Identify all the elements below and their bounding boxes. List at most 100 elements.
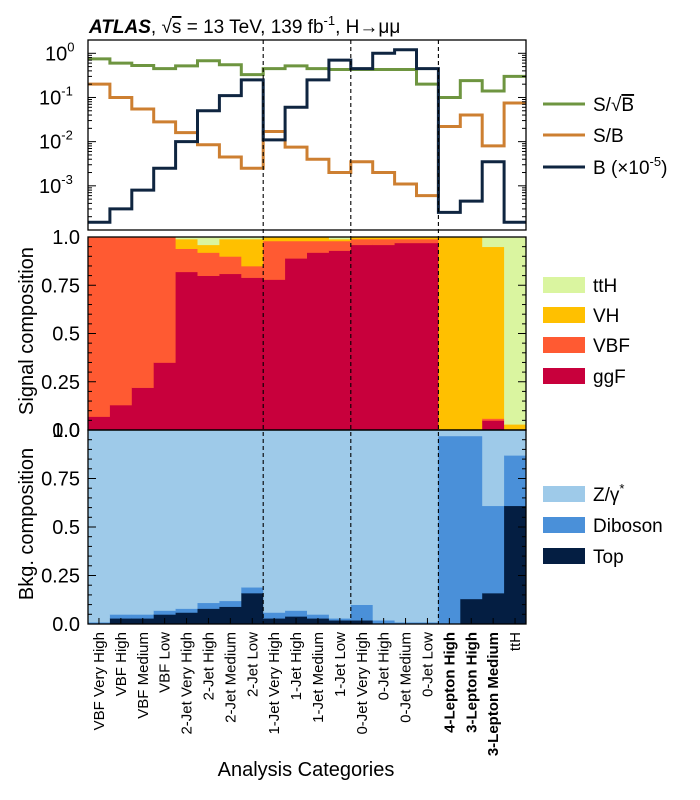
bkg-bar-z-3-lepton-medium xyxy=(482,430,505,507)
category-label-4-lepton-high: 4-Lepton High xyxy=(441,632,458,733)
bkg-bar-top-tth xyxy=(504,505,527,625)
bkg-bar-z-2-jet-low xyxy=(241,430,264,588)
signal-bar-vh-3-lepton-medium xyxy=(482,246,505,419)
signal-bar-ggf-1-jet-very-high xyxy=(263,279,286,431)
bkg-bar-diboson-1-jet-very-high xyxy=(263,612,286,619)
signal-legend-label-tth: ttH xyxy=(593,276,617,297)
signal-bar-tth-2-jet-low xyxy=(241,237,264,240)
bkg-bar-z-2-jet-very-high xyxy=(175,430,198,609)
category-label-2-jet-high: 2-Jet High xyxy=(200,632,217,700)
bkg-ytick-label: 0.5 xyxy=(52,517,80,539)
category-label-vbf-medium: VBF Medium xyxy=(135,632,152,719)
category-label-2-jet-low: 2-Jet Low xyxy=(244,632,261,697)
signal-bar-vh-2-jet-high xyxy=(197,244,220,253)
series-line-2 xyxy=(88,48,526,224)
signal-bar-ggf-0-jet-low xyxy=(416,242,439,431)
signal-bar-ggf-2-jet-low xyxy=(241,277,264,431)
category-label-3-lepton-high: 3-Lepton High xyxy=(463,632,480,733)
signal-legend-swatch-ggf xyxy=(543,368,585,384)
category-label-vbf-high: VBF High xyxy=(113,632,130,696)
bkg-bar-diboson-1-jet-medium xyxy=(307,614,330,619)
signal-bar-vh-1-jet-low xyxy=(328,238,352,242)
bkg-bar-diboson-3-lepton-medium xyxy=(482,505,505,594)
top-ytick-label: 10-2 xyxy=(39,128,73,154)
signal-legend-swatch-vh xyxy=(543,307,585,323)
bkg-bar-diboson-1-jet-high xyxy=(285,610,308,617)
signal-bar-vbf-2-jet-medium xyxy=(219,256,242,275)
bkg-bar-z-vbf-high xyxy=(109,430,133,615)
signal-legend-swatch-tth xyxy=(543,277,585,293)
bkg-legend-label-z: Z/γ* xyxy=(593,481,624,506)
bkg-bar-z-1-jet-medium xyxy=(307,430,330,615)
signal-bar-vh-0-jet-medium xyxy=(394,237,417,240)
signal-bar-vbf-vbf-high xyxy=(109,237,133,406)
legends: S/√B S/B B (×10-5) ttH VH VBF ggF Z/γ* Diboson To… xyxy=(543,95,667,568)
signal-bar-ggf-0-jet-high xyxy=(372,244,395,431)
bkg-ytick-label: 1.0 xyxy=(52,420,80,442)
bkg-bar-z-vbf-medium xyxy=(131,430,155,615)
bkg-bar-z-1-jet-very-high xyxy=(263,430,286,613)
bkg-bar-z-1-jet-high xyxy=(285,430,308,611)
signal-bar-ggf-vbf-very-high xyxy=(88,416,111,431)
signal-bar-ggf-3-lepton-medium xyxy=(482,420,505,431)
signal-bar-vh-1-jet-high xyxy=(285,237,308,242)
signal-bar-ggf-0-jet-medium xyxy=(394,242,417,431)
background-composition-panel xyxy=(88,430,527,625)
bkg-bar-z-0-jet-very-high xyxy=(350,430,374,605)
top-ytick-label: 10-1 xyxy=(39,83,73,109)
signal-bar-vh-2-jet-low xyxy=(241,238,264,267)
signal-bar-tth-2-jet-high xyxy=(197,237,220,246)
bkg-bar-diboson-2-jet-medium xyxy=(219,600,242,607)
signal-bar-vbf-1-jet-high xyxy=(285,240,308,259)
signal-bar-vbf-3-lepton-medium xyxy=(482,418,505,421)
category-label-0-jet-medium: 0-Jet Medium xyxy=(398,632,415,723)
signal-bar-ggf-2-jet-medium xyxy=(219,273,242,431)
legend-label-2: B (×10-5) xyxy=(593,154,667,179)
signal-bar-ggf-vbf-medium xyxy=(131,387,155,431)
panel-frame-0 xyxy=(87,39,527,231)
bkg-bar-diboson-2-jet-low xyxy=(241,587,264,594)
lumi-exponent: -1 xyxy=(324,13,336,28)
category-label-tth: ttH xyxy=(507,632,524,651)
bkg-bar-z-tth xyxy=(504,430,527,456)
signal-bar-ggf-vbf-high xyxy=(109,404,133,431)
bkg-legend-label-diboson: Diboson xyxy=(593,516,663,537)
category-label-1-jet-medium: 1-Jet Medium xyxy=(310,632,327,723)
signal-bar-vbf-0-jet-medium xyxy=(394,238,417,244)
signal-bar-vbf-2-jet-high xyxy=(197,252,220,276)
signal-ytick-label: 0.25 xyxy=(41,372,80,394)
signal-ytick-label: 0.75 xyxy=(41,275,80,297)
signal-bar-vh-tth xyxy=(504,424,527,431)
bkg-bar-top-2-jet-medium xyxy=(219,606,242,625)
signal-bar-vbf-0-jet-very-high xyxy=(350,238,374,246)
signal-bar-ggf-vbf-low xyxy=(153,362,176,431)
bkg-bar-diboson-4-lepton-high xyxy=(438,435,461,625)
bkg-bar-diboson-3-lepton-high xyxy=(460,435,483,600)
signal-bar-vbf-vbf-very-high xyxy=(88,237,111,417)
bkg-bar-z-0-jet-low xyxy=(416,430,439,623)
bkg-bar-z-vbf-low xyxy=(153,430,176,611)
bkg-bar-top-3-lepton-high xyxy=(460,598,483,625)
signal-bar-vh-2-jet-very-high xyxy=(175,238,198,249)
category-separators xyxy=(262,40,439,624)
signal-bar-vh-3-lepton-high xyxy=(460,237,483,431)
signal-bar-vbf-1-jet-very-high xyxy=(263,240,286,280)
signal-bar-vh-4-lepton-high xyxy=(438,237,461,431)
series-line-1 xyxy=(88,82,526,198)
top-panel xyxy=(88,48,526,224)
signal-bar-vbf-0-jet-high xyxy=(372,238,395,246)
bkg-bar-z-4-lepton-high xyxy=(438,430,461,437)
signal-legend-label-vbf: VBF xyxy=(593,336,630,357)
legend-label-1: S/B xyxy=(593,126,624,147)
signal-bar-vbf-2-jet-low xyxy=(241,265,264,278)
category-label-2-jet-medium: 2-Jet Medium xyxy=(222,632,239,723)
signal-bar-vh-0-jet-low xyxy=(416,237,439,240)
signal-legend-swatch-vbf xyxy=(543,337,585,353)
bkg-bar-diboson-vbf-medium xyxy=(131,614,155,619)
bkg-legend-swatch-top xyxy=(543,548,585,564)
bkg-bar-diboson-0-jet-very-high xyxy=(350,604,374,621)
top-ytick-label: 10-3 xyxy=(39,172,73,198)
energy-label: = 13 TeV, 139 fb xyxy=(181,17,323,38)
chart-header: ATLAS, √s = 13 TeV, 139 fb-1, H→μμ xyxy=(88,13,400,38)
